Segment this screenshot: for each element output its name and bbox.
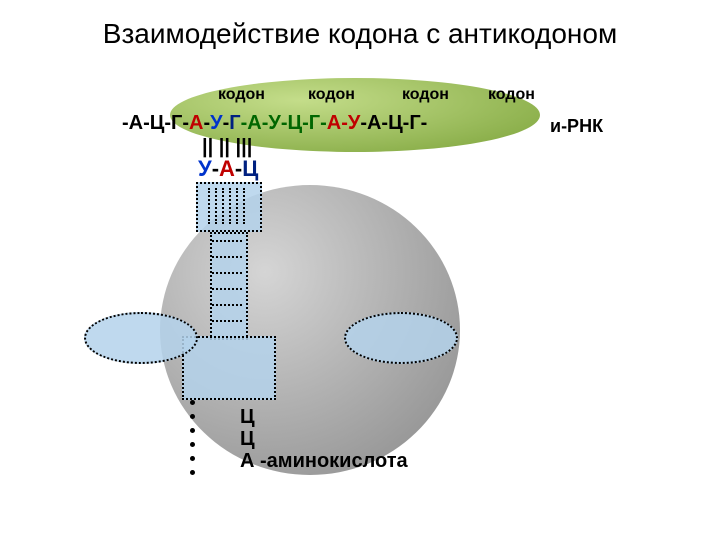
cca-end: Ц Ц А xyxy=(240,406,255,472)
trna-right-lobe xyxy=(344,312,458,364)
codon-label-2: кодон xyxy=(308,86,355,104)
mrna-sequence: -А-Ц-Г-А-У-Г-А-У-Ц-Г-А-У-А-Ц-Г- xyxy=(122,112,427,135)
cca-2: Ц xyxy=(240,428,255,450)
trna-left-lobe xyxy=(84,312,198,364)
diagram-area: кодон кодон кодон кодон -А-Ц-Г-А-У-Г-А-У… xyxy=(90,70,630,510)
cca-3: А xyxy=(240,450,255,472)
cca-1: Ц xyxy=(240,406,255,428)
codon-label-3: кодон xyxy=(402,86,449,104)
trna-bottom-box xyxy=(182,336,276,400)
irna-label: и-РНК xyxy=(550,116,603,137)
codon-label-4: кодон xyxy=(488,86,535,104)
amino-acid-label: -аминокислота xyxy=(260,450,408,473)
anticodon-sequence: У-А-Ц xyxy=(198,156,258,182)
page-title: Взаимодействие кодона с антикодоном xyxy=(0,18,720,50)
trna-mid-box xyxy=(210,232,248,340)
codon-label-1: кодон xyxy=(218,86,265,104)
